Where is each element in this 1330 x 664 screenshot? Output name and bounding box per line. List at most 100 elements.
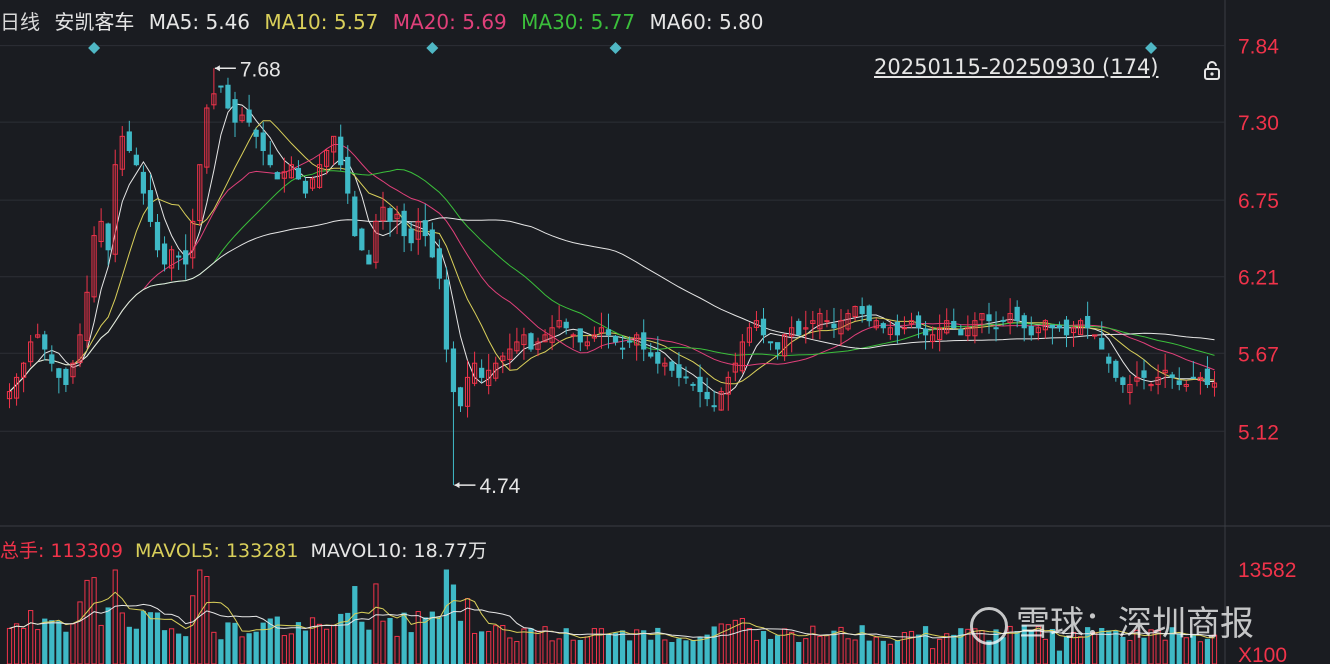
- volume-bar: [958, 628, 964, 664]
- candle-body: [591, 334, 597, 339]
- candle-body: [218, 85, 224, 88]
- stock-name: 安凯客车: [54, 10, 135, 34]
- candle-body: [1049, 324, 1056, 329]
- volume-bar: [77, 601, 83, 664]
- volume-bar: [669, 641, 675, 664]
- volume-bar: [105, 607, 111, 664]
- extreme-price-label: 7.68: [240, 58, 281, 81]
- candle-body: [648, 352, 654, 357]
- volume-bar: [549, 640, 555, 664]
- candle-body: [803, 327, 809, 330]
- volume-bar: [218, 639, 224, 664]
- candle-body: [253, 129, 259, 137]
- event-marker-icon[interactable]: [1145, 42, 1158, 54]
- volume-bar: [683, 640, 689, 664]
- candle-body: [704, 391, 710, 400]
- candle-body: [887, 327, 893, 336]
- volume-bar: [366, 629, 372, 664]
- candle-body: [380, 206, 386, 222]
- event-markers[interactable]: [88, 42, 1330, 54]
- candle-body: [1197, 376, 1203, 382]
- candle-body: [760, 318, 767, 336]
- candle-body: [796, 320, 802, 336]
- candle-body: [486, 369, 492, 387]
- candle-body: [528, 333, 534, 350]
- candle-body: [514, 341, 520, 352]
- event-marker-icon[interactable]: [88, 42, 101, 54]
- candle-body: [436, 248, 442, 279]
- candle-body: [394, 213, 400, 220]
- volume-bar: [239, 636, 245, 664]
- volume-bar: [359, 621, 365, 664]
- ma5-line: [9, 103, 1215, 395]
- volume-bar: [140, 610, 147, 664]
- ma60-line: [9, 217, 1215, 392]
- volume-bar: [535, 630, 541, 664]
- lock-icon[interactable]: [1202, 60, 1222, 80]
- candle-body: [556, 320, 562, 328]
- candle-body: [1056, 325, 1063, 329]
- candle-body: [246, 109, 252, 123]
- volume-bar: [951, 634, 957, 664]
- candle-body: [789, 327, 795, 337]
- candle-body: [908, 320, 915, 325]
- candle-body: [725, 376, 731, 395]
- ma60-label: MA60:: [649, 10, 713, 34]
- volume-bar: [345, 612, 351, 664]
- candle-body: [965, 327, 971, 337]
- extreme-price-label: 4.74: [479, 475, 520, 498]
- volume-bar: [302, 630, 309, 664]
- date-range-link[interactable]: 20250115-20250930 (174): [874, 55, 1159, 79]
- candle-body: [387, 208, 393, 222]
- candle-body: [49, 354, 55, 364]
- candle-body: [415, 220, 421, 240]
- event-marker-icon[interactable]: [426, 42, 439, 54]
- period-label[interactable]: 日线: [0, 10, 40, 34]
- candle-body: [345, 156, 351, 194]
- watermark: 雪球：深圳商报: [970, 596, 1254, 645]
- price-tick-label: 7.30: [1238, 112, 1279, 135]
- candle-body: [1042, 320, 1048, 331]
- volume-bar: [42, 618, 48, 664]
- price-tick-label: 6.21: [1238, 267, 1279, 290]
- candle-body: [77, 334, 83, 363]
- candle-body: [70, 362, 76, 378]
- ma60-value: 5.80: [718, 10, 764, 34]
- candle-body: [225, 84, 231, 109]
- volume-bar: [697, 636, 703, 664]
- volume-bars: [6, 569, 1218, 664]
- candle-body: [774, 342, 781, 350]
- candle-body: [634, 334, 640, 346]
- event-marker-icon[interactable]: [609, 42, 622, 54]
- ma20-legend: MA20: 5.69: [393, 10, 507, 34]
- volume-bar: [901, 632, 908, 664]
- candle-body: [450, 348, 457, 393]
- candle-body: [810, 320, 816, 324]
- candle-body: [873, 320, 879, 329]
- candle-body: [56, 368, 62, 378]
- candle-body: [126, 131, 132, 152]
- candle-body: [1134, 376, 1140, 382]
- candle-body: [161, 243, 168, 265]
- candle-body: [42, 334, 48, 350]
- ma20-label: MA20:: [392, 10, 456, 34]
- candle-body: [1099, 337, 1105, 350]
- volume-bar: [1049, 628, 1056, 664]
- mavol10-label: MAVOL10:: [310, 540, 408, 562]
- candle-body: [133, 154, 139, 166]
- volume-bar: [852, 639, 858, 664]
- volume-bar: [880, 640, 886, 664]
- candle-body: [866, 305, 872, 322]
- candle-body: [35, 334, 41, 338]
- ma60-legend: MA60: 5.80: [650, 10, 764, 34]
- candle-body: [619, 347, 626, 350]
- volume-bar: [126, 626, 132, 664]
- volume-bar: [422, 617, 428, 664]
- candle-body: [1113, 360, 1119, 378]
- volume-bar: [803, 638, 809, 664]
- candle-body: [168, 249, 175, 269]
- volume-bar: [718, 623, 724, 664]
- candle-body: [831, 323, 837, 329]
- volume-bar: [634, 629, 640, 664]
